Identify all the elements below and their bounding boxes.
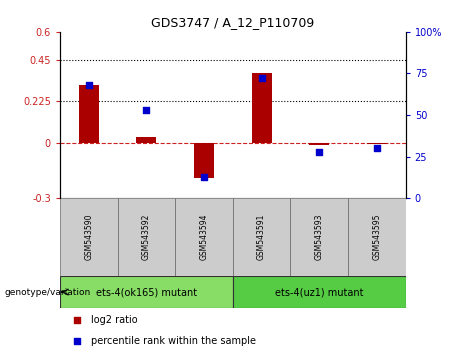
- Bar: [233, 198, 290, 276]
- Point: [373, 145, 381, 151]
- Text: ets-4(ok165) mutant: ets-4(ok165) mutant: [96, 287, 197, 297]
- Text: ets-4(uz1) mutant: ets-4(uz1) mutant: [275, 287, 363, 297]
- Bar: [367, 143, 387, 144]
- Point: [315, 149, 323, 154]
- Point: [74, 317, 81, 323]
- Bar: [136, 137, 156, 143]
- Title: GDS3747 / A_12_P110709: GDS3747 / A_12_P110709: [151, 16, 314, 29]
- Bar: [348, 198, 406, 276]
- Bar: [290, 198, 348, 276]
- Bar: [252, 73, 272, 143]
- Bar: [309, 143, 329, 145]
- Point: [85, 82, 92, 88]
- Bar: [79, 85, 99, 143]
- Text: GSM543595: GSM543595: [372, 214, 381, 261]
- Point: [74, 338, 81, 344]
- Text: genotype/variation: genotype/variation: [5, 287, 91, 297]
- Bar: [60, 198, 118, 276]
- Text: GSM543590: GSM543590: [84, 214, 93, 261]
- Point: [200, 174, 207, 179]
- Text: GSM543594: GSM543594: [200, 214, 208, 261]
- Text: percentile rank within the sample: percentile rank within the sample: [91, 336, 256, 346]
- Bar: [233, 276, 406, 308]
- Bar: [175, 198, 233, 276]
- Bar: [194, 143, 214, 178]
- Text: GSM543593: GSM543593: [315, 214, 324, 261]
- Text: GSM543592: GSM543592: [142, 214, 151, 261]
- Bar: [60, 276, 233, 308]
- Text: log2 ratio: log2 ratio: [91, 315, 138, 325]
- Point: [142, 107, 150, 113]
- Point: [258, 76, 266, 81]
- Text: GSM543591: GSM543591: [257, 214, 266, 261]
- Bar: [118, 198, 175, 276]
